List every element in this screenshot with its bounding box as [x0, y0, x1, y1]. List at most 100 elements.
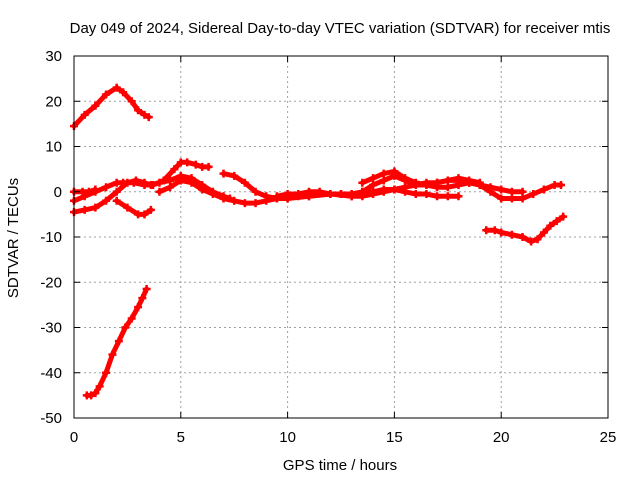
data-point: [140, 210, 149, 219]
data-point: [123, 203, 132, 212]
data-point: [497, 185, 506, 194]
data-point: [518, 233, 527, 241]
data-point: [490, 226, 499, 235]
data-point: [486, 187, 495, 196]
data-point: [262, 192, 271, 201]
data-point: [369, 180, 378, 189]
y-tick-label: -40: [40, 365, 62, 382]
data-point: [390, 185, 399, 194]
data-point: [283, 190, 292, 199]
data-point: [108, 350, 117, 359]
data-point: [443, 192, 452, 201]
y-tick-label: -50: [40, 410, 62, 427]
data-point: [166, 176, 175, 185]
data-point: [497, 194, 506, 203]
ticks: [73, 55, 609, 419]
x-tick-label: 25: [600, 429, 617, 446]
data-point: [347, 192, 356, 201]
data-point: [379, 187, 388, 196]
data-point: [433, 183, 442, 192]
data-point: [219, 169, 228, 178]
x-tick-label: 20: [493, 429, 510, 446]
data-point: [358, 192, 367, 201]
data-point: [454, 192, 463, 201]
data-point: [518, 187, 527, 196]
data-point: [191, 160, 200, 169]
data-point: [102, 196, 111, 205]
data-point: [146, 180, 155, 189]
data-point: [230, 171, 239, 180]
data-point: [170, 165, 179, 174]
data-point: [204, 162, 213, 171]
y-tick-label: -30: [40, 320, 62, 337]
data-point: [127, 97, 136, 106]
data-point: [559, 212, 568, 221]
data-point: [112, 187, 121, 196]
data-point: [183, 158, 192, 167]
data-point: [230, 196, 239, 205]
data-point: [102, 183, 111, 192]
data-point: [465, 178, 474, 187]
data-point: [140, 178, 149, 187]
data-point: [443, 183, 452, 192]
data-point: [80, 110, 89, 119]
data-point: [294, 190, 303, 199]
data-point: [112, 196, 121, 205]
data-point: [539, 185, 548, 194]
data-point: [326, 190, 335, 199]
data-point: [411, 178, 420, 187]
data-point: [315, 187, 324, 196]
data-point: [144, 113, 153, 122]
data-point: [155, 178, 164, 187]
data-point: [507, 187, 516, 196]
x-tick-label: 10: [279, 429, 296, 446]
data-point: [131, 176, 140, 185]
x-axis-label: GPS time / hours: [283, 457, 397, 474]
data-point: [251, 199, 260, 208]
data-point: [507, 194, 516, 203]
data-point: [379, 169, 388, 178]
data-point: [140, 110, 149, 119]
data-point: [219, 194, 228, 203]
series-layer: [70, 83, 568, 400]
data-point: [95, 382, 104, 391]
data-point: [546, 221, 555, 230]
data-point: [529, 190, 538, 199]
data-point: [507, 230, 516, 239]
data-point: [527, 237, 536, 246]
y-tick-label: 10: [45, 139, 62, 156]
y-tick-label: -20: [40, 274, 62, 291]
data-point: [91, 185, 100, 194]
data-point: [552, 217, 561, 226]
data-point: [304, 187, 313, 196]
y-axis-label: SDTVAR / TECUs: [5, 178, 22, 298]
data-point: [114, 337, 123, 346]
data-point: [134, 303, 143, 312]
data-point: [127, 314, 136, 323]
data-point: [369, 174, 378, 183]
data-point: [121, 323, 130, 332]
data-point: [146, 205, 155, 214]
data-point: [518, 194, 527, 203]
data-point: [422, 190, 431, 199]
data-point: [138, 294, 147, 303]
data-point: [539, 228, 548, 237]
data-point: [91, 101, 100, 110]
data-point: [337, 190, 345, 199]
data-point: [91, 203, 100, 212]
data-point: [142, 285, 151, 294]
data-point: [497, 228, 506, 237]
data-point: [251, 187, 260, 196]
y-tick-label: 20: [45, 93, 62, 110]
y-tick-label: 0: [54, 184, 62, 201]
x-tick-label: 5: [177, 429, 185, 446]
data-point: [422, 180, 431, 189]
data-point: [119, 88, 128, 97]
data-point: [240, 199, 249, 208]
x-tick-label: 0: [70, 429, 78, 446]
data-point: [433, 192, 442, 201]
data-point: [240, 178, 249, 187]
data-point: [390, 167, 399, 176]
data-point: [443, 176, 452, 185]
